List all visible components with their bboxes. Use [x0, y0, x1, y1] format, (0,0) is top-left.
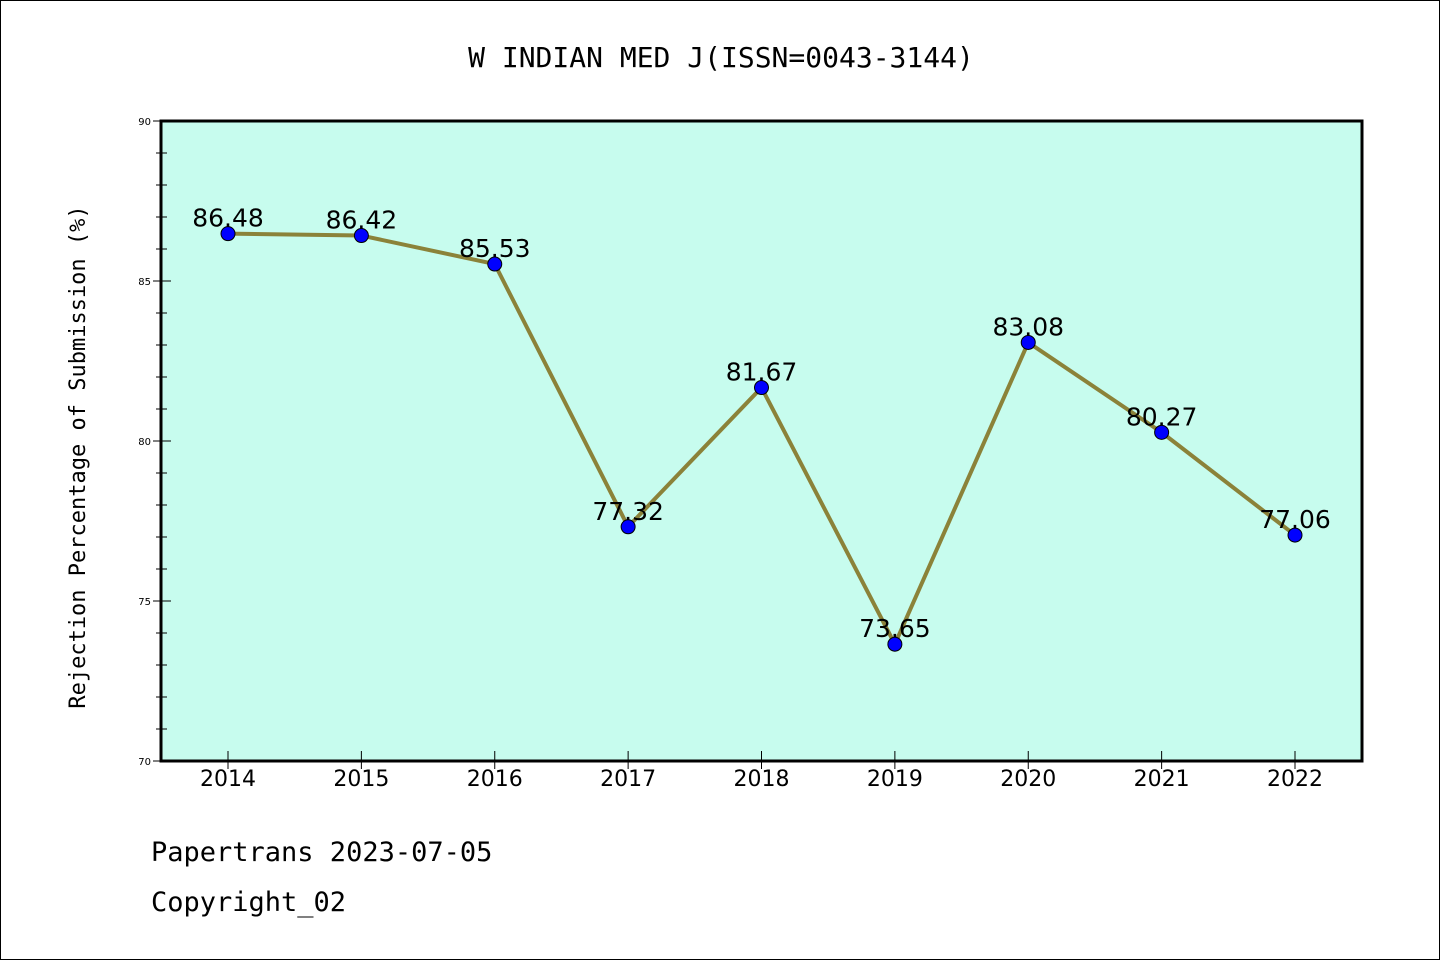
- data-label: 83.08: [992, 312, 1064, 341]
- data-point: [754, 380, 769, 396]
- data-point: [1020, 334, 1036, 350]
- y-tick-label: 70: [138, 757, 151, 768]
- data-point: [620, 519, 636, 535]
- x-axis: 2014 2015 2016 2017 2018 2019 2020 2021 2022: [200, 751, 1323, 792]
- data-label: 86.48: [192, 204, 264, 233]
- y-tick-label: 90: [138, 117, 151, 128]
- x-tick-label: 2018: [734, 767, 790, 792]
- x-tick-label: 2020: [1000, 767, 1056, 792]
- footer-source-date: Papertrans 2023-07-05: [151, 837, 493, 868]
- y-axis: 70 75 80 85 90: [138, 117, 171, 768]
- footer-copyright: Copyright_02: [151, 887, 347, 918]
- x-tick-label: 2016: [467, 767, 523, 792]
- y-tick-label: 75: [138, 597, 151, 608]
- data-label: 81.67: [726, 358, 798, 387]
- x-tick-label: 2015: [333, 767, 389, 792]
- data-label: 73.65: [859, 614, 931, 643]
- data-point: [487, 256, 503, 272]
- x-tick-label: 2019: [867, 767, 923, 792]
- data-point: [353, 228, 369, 244]
- data-label: 77.32: [592, 497, 664, 526]
- data-label: 85.53: [459, 234, 531, 263]
- data-labels: 86.48 86.42 85.53 77.32 81.67 73.65 83.08 80.27…: [192, 204, 1331, 644]
- x-tick-label: 2017: [600, 767, 656, 792]
- y-tick-label: 80: [138, 437, 151, 448]
- data-label: 77.06: [1259, 505, 1331, 534]
- chart-title: W INDIAN MED J(ISSN=0043-3144): [468, 41, 974, 74]
- plot-area: [159, 119, 1364, 763]
- data-label: 86.42: [326, 206, 398, 235]
- x-tick-label: 2021: [1134, 767, 1190, 792]
- y-axis-label: Rejection Percentage of Submission (%): [66, 205, 91, 708]
- data-label: 80.27: [1126, 402, 1198, 431]
- x-tick-label: 2022: [1267, 767, 1323, 792]
- series-layer: [220, 226, 1303, 652]
- x-tick-label: 2014: [200, 767, 256, 792]
- data-point: [887, 636, 903, 652]
- data-point: [220, 226, 236, 242]
- data-point: [1287, 527, 1303, 543]
- data-point: [1154, 424, 1170, 440]
- y-tick-label: 85: [138, 277, 151, 288]
